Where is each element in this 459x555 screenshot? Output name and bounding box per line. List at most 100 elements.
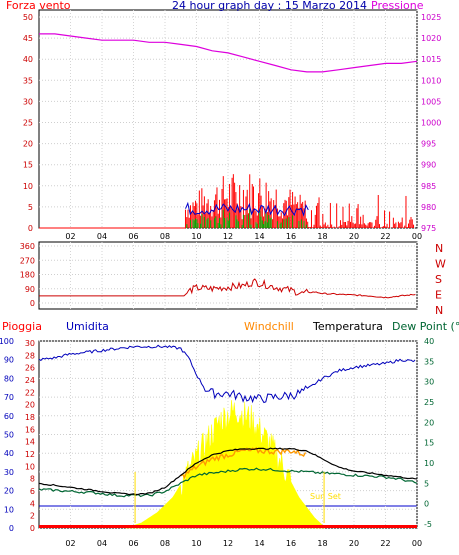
windchill-label: Windchill — [244, 320, 294, 333]
compass-label: W — [435, 258, 446, 271]
direction-tick-label: 0 — [30, 299, 35, 308]
wind-tick-label: 5 — [28, 203, 33, 212]
temp-x-tick-label: 08 — [160, 539, 170, 548]
rain-tick-label: 2 — [30, 512, 35, 521]
temperature-tick-label: 10 — [424, 459, 434, 468]
temperature-tick-label: 5 — [424, 479, 429, 488]
temp-x-tick-label: 00 — [412, 539, 422, 548]
wind-tick-label: 40 — [23, 55, 33, 64]
rain-tick-label: 18 — [25, 413, 35, 422]
pressure-tick-label: 1010 — [421, 76, 441, 85]
temp-x-tick-label: 02 — [65, 539, 75, 548]
rain-tick-label: 28 — [25, 351, 35, 360]
rain-tick-label: 20 — [25, 401, 35, 410]
direction-tick-label: 90 — [25, 285, 35, 294]
pressure-tick-label: 980 — [421, 203, 436, 212]
rain-label: Pioggia — [2, 320, 42, 333]
temp-x-tick-label: 12 — [223, 539, 233, 548]
humidity-tick-label: 10 — [4, 505, 14, 514]
humidity-tick-label: 100 — [0, 337, 14, 346]
wind-x-tick-label: 06 — [128, 232, 138, 241]
rain-tick-label: 0 — [30, 524, 35, 533]
rain-tick-label: 14 — [25, 438, 35, 447]
pressure-tick-label: 975 — [421, 224, 436, 233]
rain-tick-label: 12 — [25, 450, 35, 459]
solar-radiation-area — [125, 400, 326, 529]
temperature-tick-label: 35 — [424, 357, 434, 366]
rain-tick-label: 16 — [25, 425, 35, 434]
wind-x-tick-label: 22 — [380, 232, 390, 241]
wind-x-tick-label: 00 — [412, 232, 422, 241]
wind-panel-frame — [38, 9, 418, 229]
dewpoint-line — [38, 467, 418, 498]
wind-tick-label: 30 — [23, 97, 33, 106]
wind-x-tick-label: 14 — [254, 232, 264, 241]
pressure-tick-label: 1025 — [421, 13, 441, 22]
wind-x-tick-label: 18 — [317, 232, 327, 241]
dewpoint-label: Dew Point (°C — [392, 320, 459, 333]
humidity-tick-label: 20 — [4, 487, 14, 496]
temp-x-tick-label: 22 — [380, 539, 390, 548]
wind-x-tick-label: 04 — [97, 232, 107, 241]
temperature-tick-label: 0 — [424, 500, 429, 509]
rain-tick-label: 6 — [30, 487, 35, 496]
rain-tick-label: 30 — [25, 339, 35, 348]
humidity-tick-label: 40 — [4, 449, 14, 458]
windchill-line — [180, 446, 307, 480]
direction-tick-label: 270 — [20, 256, 35, 265]
wind-tick-label: 50 — [23, 13, 33, 22]
wind-tick-label: 25 — [23, 119, 33, 128]
pressure-axis-label: Pressione — [371, 0, 424, 12]
temperature-tick-label: 15 — [424, 439, 434, 448]
wind-average-line — [185, 201, 309, 217]
temperature-tick-label: 20 — [424, 418, 434, 427]
temp-x-tick-label: 06 — [128, 539, 138, 548]
wind-tick-label: 0 — [28, 224, 33, 233]
wind-x-tick-label: 16 — [286, 232, 296, 241]
compass-label: N — [435, 242, 443, 255]
wind-x-tick-label: 08 — [160, 232, 170, 241]
rain-tick-label: 24 — [25, 376, 35, 385]
temp-x-tick-label: 10 — [191, 539, 201, 548]
humidity-tick-label: 50 — [4, 431, 14, 440]
wind-tick-label: 10 — [23, 182, 33, 191]
temp-x-tick-label: 04 — [97, 539, 107, 548]
humidity-tick-label: 90 — [4, 356, 14, 365]
temp-x-tick-label: 20 — [349, 539, 359, 548]
humidity-tick-label: 30 — [4, 468, 14, 477]
rain-tick-label: 26 — [25, 364, 35, 373]
compass-label: E — [435, 289, 442, 302]
pressure-tick-label: 1015 — [421, 55, 441, 64]
temperature-line — [38, 447, 418, 496]
humidity-line — [38, 344, 416, 404]
pressure-tick-label: 1020 — [421, 34, 441, 43]
rain-tick-label: 8 — [30, 475, 35, 484]
temperature-tick-label: 25 — [424, 398, 434, 407]
compass-label: S — [435, 273, 442, 286]
pressure-tick-label: 990 — [421, 161, 436, 170]
pressure-tick-label: 1000 — [421, 119, 441, 128]
rain-tick-label: 10 — [25, 462, 35, 471]
chart-title: 24 hour graph day : 15 Marzo 2014 — [172, 0, 367, 12]
rain-tick-label: 4 — [30, 499, 35, 508]
temperature-label: Temperatura — [312, 320, 383, 333]
humidity-tick-label: 80 — [4, 374, 14, 383]
temp-x-tick-label: 14 — [254, 539, 264, 548]
humidity-tick-label: 60 — [4, 412, 14, 421]
rain-tick-label: 22 — [25, 388, 35, 397]
wind-tick-label: 15 — [23, 161, 33, 170]
humidity-label: Umidita — [66, 320, 109, 333]
temperature-tick-label: 40 — [424, 337, 434, 346]
wind-x-tick-label: 10 — [191, 232, 201, 241]
temp-x-tick-label: 18 — [317, 539, 327, 548]
pressure-line — [39, 33, 418, 73]
direction-tick-label: 360 — [20, 242, 35, 251]
pressure-tick-label: 985 — [421, 182, 436, 191]
pressure-tick-label: 1005 — [421, 97, 441, 106]
wind-x-tick-label: 02 — [65, 232, 75, 241]
sunset-label: Sun Set — [310, 492, 341, 501]
wind-x-tick-label: 12 — [223, 232, 233, 241]
rain-bar — [39, 525, 417, 528]
